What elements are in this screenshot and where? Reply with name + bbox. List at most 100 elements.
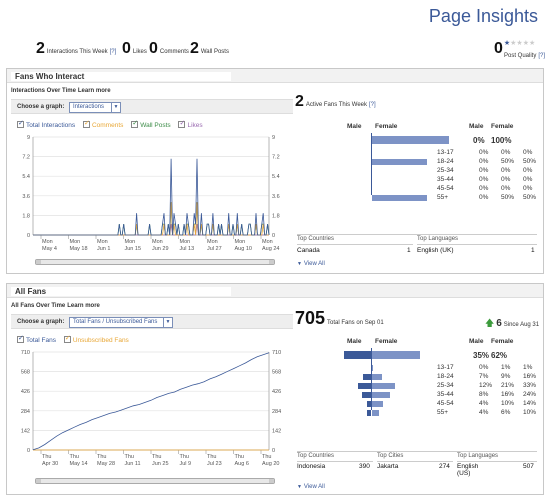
x-tick-day: Mon: [125, 239, 136, 245]
legend-total-interactions[interactable]: Total Interactions: [17, 119, 75, 129]
female-pct: 1%: [501, 364, 511, 371]
y-tick-label: 284: [21, 409, 30, 415]
female-pct: 0%: [501, 149, 511, 156]
chevron-down-icon: ▼: [111, 103, 120, 112]
x-tick-label: Jul 27: [207, 246, 222, 252]
stat-label: Wall Posts: [200, 49, 229, 55]
age-label: 55+: [437, 194, 449, 201]
quality-label: Post Quality: [504, 53, 537, 59]
graph-select[interactable]: Interactions ▼: [69, 102, 121, 113]
female-age-bar: [372, 392, 390, 398]
total-pct: 0%: [523, 167, 533, 174]
female-header: Female: [491, 123, 514, 130]
axis-line: [371, 133, 372, 195]
female-pct: 6%: [501, 409, 511, 416]
legend-total-fans[interactable]: Total Fans: [17, 334, 56, 344]
top-lists: [297, 234, 537, 235]
female-age-bar: [372, 401, 383, 407]
chart-scrollbar[interactable]: [35, 259, 275, 265]
help-link[interactable]: [?]: [109, 49, 117, 55]
y-tick-label: 0: [272, 448, 275, 454]
x-tick-label: Jun 11: [125, 461, 141, 467]
male-pct: 0%: [479, 167, 489, 174]
stat-value: 2: [36, 40, 45, 57]
x-tick-label: Jul 9: [180, 461, 192, 467]
axis-line: [371, 348, 372, 410]
checkbox-icon: [17, 334, 24, 343]
female-pct: 21%: [501, 382, 515, 389]
scroll-handle-right[interactable]: [269, 479, 274, 483]
male-pct: 12%: [479, 382, 493, 389]
choose-graph-label: Choose a graph:: [17, 319, 65, 325]
x-tick-day: Thu: [97, 454, 106, 460]
total-fans-value: 705: [295, 308, 326, 328]
checkbox-icon: [178, 119, 186, 128]
top-city-name: Jakarta: [377, 463, 399, 470]
male-age-bar: [363, 374, 371, 380]
checkbox-icon: [63, 334, 71, 343]
legend-wall-posts[interactable]: Wall Posts: [131, 119, 171, 129]
help-link[interactable]: [?]: [368, 102, 376, 108]
stat-value: 2: [190, 40, 199, 57]
y-tick-label: 9: [27, 135, 30, 141]
total-pct: 24%: [523, 391, 537, 398]
stat-interactions: 2 Interactions This Week [?]: [36, 40, 116, 58]
y-tick-label: 142: [21, 428, 30, 434]
male-pct: 0%: [479, 194, 489, 201]
male-pct: 0%: [479, 176, 489, 183]
growth-value: 6: [496, 318, 502, 329]
age-label: 45-54: [437, 185, 454, 192]
active-fans-value: 2: [295, 93, 304, 110]
age-label: 45-54: [437, 400, 454, 407]
stat-label: Comments: [159, 49, 189, 55]
y-tick-label: 1.8: [22, 213, 30, 219]
total-fans: 705 Total Fans on Sep 01: [295, 308, 384, 329]
total-pct: 1%: [523, 364, 533, 371]
x-tick-day: Thu: [42, 454, 51, 460]
female-total-pct: 62%: [491, 351, 508, 360]
stat-wall-posts: 2 Wall Posts: [190, 40, 229, 58]
subtitle-text: Interactions Over Time: [11, 88, 76, 94]
y-tick-label: 3.6: [22, 194, 30, 200]
scroll-handle-left[interactable]: [36, 260, 41, 264]
legend-unsubscribed-fans[interactable]: Unsubscribed Fans: [63, 334, 129, 344]
male-total-bar: [344, 351, 371, 359]
top-language-value: 507: [523, 463, 534, 470]
male-header: Male: [469, 123, 484, 130]
female-pct: 0%: [501, 185, 511, 192]
arrow-up-icon: 🡅: [485, 318, 495, 328]
active-fans-label: Active Fans This Week: [305, 102, 367, 108]
fans-who-interact-panel: Fans Who Interact Interactions Over Time…: [6, 68, 544, 274]
scroll-handle-left[interactable]: [36, 479, 41, 483]
growth-label: Since Aug 31: [503, 322, 540, 328]
x-tick-day: Mon: [70, 239, 81, 245]
star-filled-icon: ★: [503, 40, 511, 47]
panel-header: All Fans: [7, 284, 543, 298]
star-rating: ★★★★★: [504, 40, 535, 47]
age-label: 18-24: [437, 373, 454, 380]
age-label: 35-44: [437, 391, 454, 398]
female-age-bar: [372, 374, 382, 380]
legend-comments[interactable]: Comments: [82, 119, 123, 129]
female-header: Female: [375, 338, 398, 345]
view-all-link[interactable]: ▼ View All: [297, 261, 325, 267]
view-all-link[interactable]: ▼ View All: [297, 484, 325, 490]
total-pct: 0%: [523, 176, 533, 183]
legend-likes[interactable]: Likes: [178, 119, 203, 129]
top-lists: [297, 451, 537, 452]
male-age-bar: [362, 392, 371, 398]
divider: [457, 461, 537, 462]
chart-legend: Total Interactions Comments Wall Posts L…: [17, 119, 203, 129]
female-age-bar: [372, 365, 374, 371]
learn-more-link[interactable]: Learn more: [67, 303, 100, 309]
graph-select-value: Total Fans / Unsubscribed Fans: [73, 319, 158, 325]
chart-scrollbar[interactable]: [35, 478, 275, 484]
scroll-handle-right[interactable]: [269, 260, 274, 264]
learn-more-link[interactable]: Learn more: [77, 88, 111, 94]
x-tick-label: Jun 15: [125, 246, 142, 252]
x-tick-day: Mon: [152, 239, 163, 245]
help-link[interactable]: [?]: [538, 53, 545, 59]
graph-select[interactable]: Total Fans / Unsubscribed Fans ▼: [69, 317, 173, 328]
top-country-name: Canada: [297, 247, 320, 254]
